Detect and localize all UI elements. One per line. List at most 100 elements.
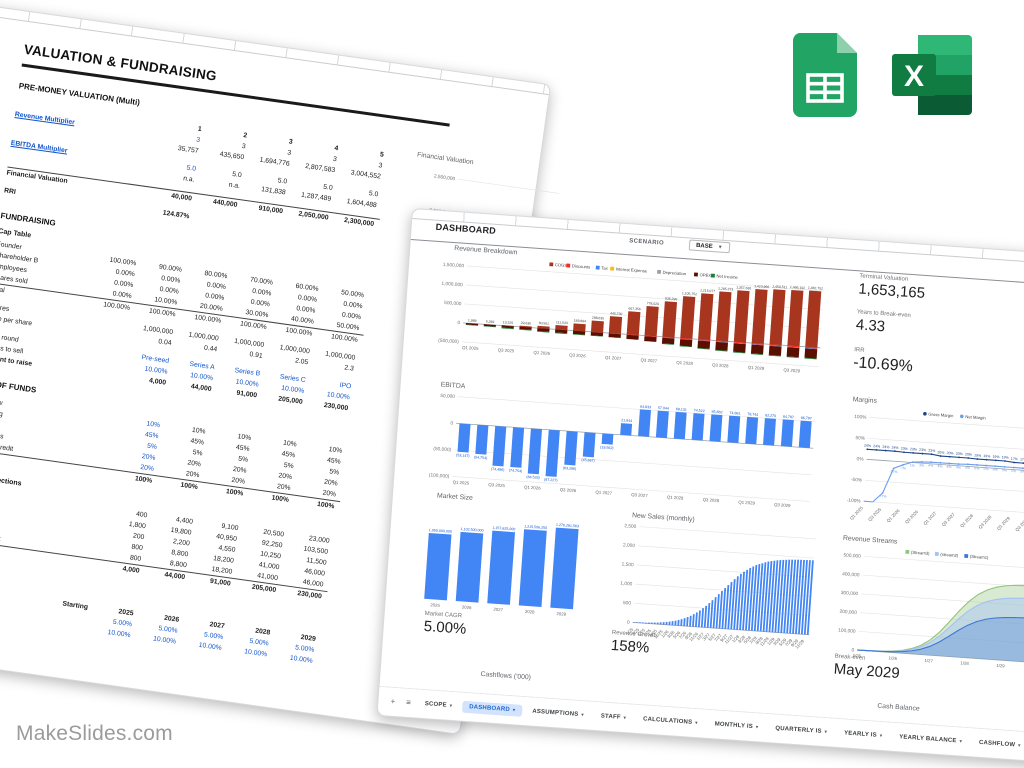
sheet-tab-quarterly-is[interactable]: QUARTERLY IS ▾ — [768, 722, 835, 739]
svg-text:-77%: -77% — [878, 494, 886, 499]
svg-text:1,450,511: 1,450,511 — [772, 284, 787, 289]
all-sheets-menu-icon[interactable]: ≡ — [405, 697, 412, 708]
svg-text:3%: 3% — [919, 463, 924, 467]
svg-text:Q3 2029: Q3 2029 — [774, 502, 791, 508]
svg-text:24%: 24% — [891, 445, 898, 449]
svg-text:1,157,625,000: 1,157,625,000 — [492, 526, 515, 532]
svg-text:1,000,000: 1,000,000 — [441, 281, 463, 288]
kpi-market-cagr: Market CAGR 5.00% — [423, 611, 467, 638]
svg-text:Q1 2026: Q1 2026 — [533, 350, 550, 356]
sheet-tab-yearly-is[interactable]: YEARLY IS ▾ — [837, 726, 890, 742]
cell: 40,000 — [170, 192, 193, 203]
svg-text:Q1 2029: Q1 2029 — [738, 499, 755, 505]
kpi-irr: IRR -10.69% — [853, 347, 914, 376]
svg-text:Q3 2027: Q3 2027 — [941, 511, 956, 527]
svg-text:-17%: -17% — [889, 470, 897, 475]
tab-label: STAFF — [600, 712, 621, 721]
sheet-tab-calculations[interactable]: CALCULATIONS ▾ — [636, 712, 705, 729]
svg-text:2027: 2027 — [493, 607, 503, 613]
svg-text:9/26: 9/26 — [684, 630, 694, 640]
svg-text:1/26: 1/26 — [888, 655, 897, 661]
svg-text:17%: 17% — [1020, 457, 1024, 461]
sheet-tab-staff[interactable]: STAFF ▾ — [593, 709, 633, 724]
tab-label: QUARTERLY IS — [775, 725, 822, 735]
svg-text:5%: 5% — [983, 467, 988, 471]
svg-text:84,787: 84,787 — [783, 415, 794, 420]
svg-text:1,500,000: 1,500,000 — [443, 262, 465, 269]
svg-text:1/27: 1/27 — [924, 658, 933, 664]
svg-text:Depreciation: Depreciation — [662, 270, 686, 277]
svg-text:Q1 2025: Q1 2025 — [849, 505, 864, 521]
svg-text:COGS: COGS — [555, 262, 568, 268]
svg-text:2028: 2028 — [525, 609, 535, 615]
svg-text:Q3 2025: Q3 2025 — [488, 482, 505, 488]
svg-text:(74,754): (74,754) — [509, 468, 523, 473]
svg-text:3/25: 3/25 — [631, 627, 641, 637]
svg-text:2,000: 2,000 — [623, 542, 636, 549]
svg-text:24%: 24% — [873, 444, 880, 448]
svg-text:100,000: 100,000 — [838, 628, 856, 635]
svg-text:Q1 2026: Q1 2026 — [886, 508, 901, 524]
svg-text:Tax: Tax — [601, 265, 609, 271]
svg-text:(19,562): (19,562) — [600, 445, 614, 450]
sheet-tab-dashboard[interactable]: DASHBOARD ▾ — [461, 700, 523, 717]
svg-text:19%: 19% — [1002, 455, 1009, 459]
cell — [330, 231, 377, 248]
svg-text:(500,000): (500,000) — [438, 338, 459, 345]
svg-text:(50,000): (50,000) — [433, 446, 452, 453]
chevron-down-icon: ▼ — [717, 243, 723, 251]
chevron-down-icon: ▾ — [449, 702, 453, 708]
revenue-breakdown-chart: 1,500,000 1,000,000 500,000 0 (500,000) 1,989… — [438, 262, 825, 373]
svg-text:Q1 2029: Q1 2029 — [748, 365, 765, 371]
sheet-tab-cashflow[interactable]: CASHFLOW ▾ — [972, 736, 1024, 752]
svg-text:189,894: 189,894 — [574, 319, 587, 324]
svg-text:1,989: 1,989 — [468, 318, 477, 323]
kpi-value: 5.00% — [423, 617, 467, 638]
svg-text:111,543: 111,543 — [556, 320, 568, 325]
svg-text:400,000: 400,000 — [842, 571, 860, 578]
svg-text:7/29: 7/29 — [784, 637, 794, 647]
svg-text:1,215,506,250: 1,215,506,250 — [524, 524, 547, 530]
cash-balance-chart-title: Cash Balance — [877, 702, 920, 713]
add-sheet-icon[interactable]: + — [390, 696, 396, 707]
cell — [285, 225, 332, 242]
svg-text:50%: 50% — [855, 435, 866, 442]
svg-text:1,105,752: 1,105,752 — [682, 291, 697, 296]
sheet-tab-scope[interactable]: SCOPE ▾ — [417, 697, 459, 712]
svg-text:607,356: 607,356 — [628, 306, 641, 311]
svg-text:100%: 100% — [854, 414, 867, 421]
sheet-tab-yearly-balance[interactable]: YEARLY BALANCE ▾ — [892, 730, 970, 747]
chart-title: Market Size — [436, 492, 474, 502]
scenario-dropdown[interactable]: BASE ▼ — [688, 239, 731, 254]
sheet-tab-monthly-is[interactable]: MONTHLY IS ▾ — [707, 717, 766, 733]
svg-text:Q3 2029: Q3 2029 — [1014, 517, 1024, 533]
svg-text:(63,296): (63,296) — [563, 466, 577, 471]
svg-text:1,482,752: 1,482,752 — [808, 286, 823, 291]
svg-text:23%: 23% — [928, 448, 935, 452]
svg-text:64,833: 64,833 — [640, 405, 651, 410]
sheet-tab-assumptions[interactable]: ASSUMPTIONS ▾ — [525, 705, 591, 722]
svg-text:7/25: 7/25 — [643, 628, 653, 638]
chevron-down-icon: ▾ — [755, 723, 759, 729]
cell: 124.87% — [162, 209, 190, 221]
kpi-value: -10.69% — [852, 354, 914, 376]
excel-icon: X — [892, 35, 972, 115]
svg-text:1/28: 1/28 — [731, 634, 741, 644]
svg-text:11/26: 11/26 — [688, 631, 699, 642]
kpi-years-to-break-even: Years to Break-even 4.33 — [855, 309, 911, 337]
kpi-value: 158% — [610, 636, 650, 657]
svg-text:19%: 19% — [974, 453, 981, 457]
svg-text:24%: 24% — [864, 444, 871, 448]
svg-text:Q3 2028: Q3 2028 — [703, 497, 720, 503]
svg-text:5/28: 5/28 — [743, 635, 753, 645]
cell — [239, 218, 286, 235]
svg-text:23%: 23% — [919, 448, 926, 452]
svg-text:2,500,000: 2,500,000 — [434, 173, 456, 182]
svg-text:(54,754): (54,754) — [474, 455, 488, 460]
tab-label: ASSUMPTIONS — [532, 708, 579, 718]
svg-text:(Stream1): (Stream1) — [970, 554, 990, 560]
svg-text:1,357,630: 1,357,630 — [736, 285, 751, 290]
chevron-down-icon: ▾ — [1018, 742, 1021, 748]
svg-text:3/29: 3/29 — [772, 637, 782, 647]
svg-text:0: 0 — [627, 620, 630, 626]
